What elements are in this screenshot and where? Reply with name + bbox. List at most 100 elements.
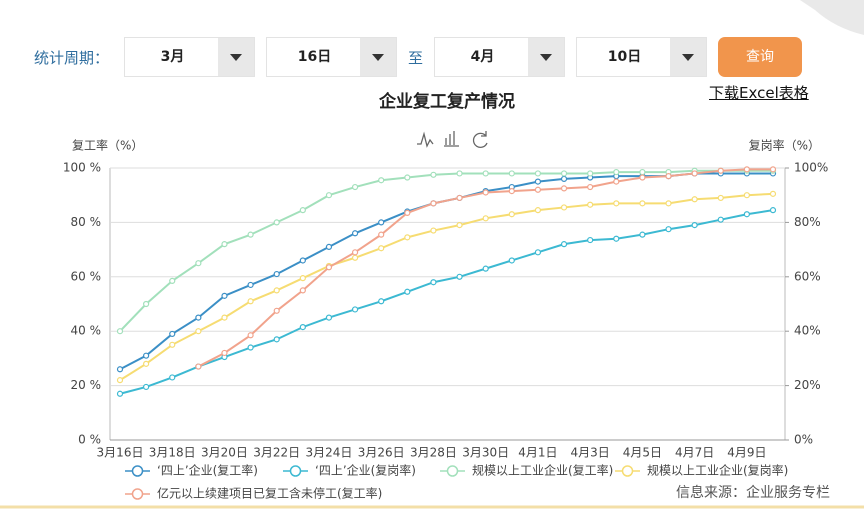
series-line bbox=[119, 192, 774, 382]
bar-icon[interactable] bbox=[444, 131, 459, 147]
y2-tick-label: 20% bbox=[794, 378, 821, 392]
point bbox=[639, 231, 646, 238]
x-tick-label: 4月7日 bbox=[675, 446, 714, 460]
point bbox=[769, 207, 777, 214]
point bbox=[717, 167, 724, 174]
point bbox=[560, 175, 568, 182]
point bbox=[508, 188, 515, 195]
month-from-select[interactable]: 3月 bbox=[124, 37, 255, 77]
point bbox=[299, 257, 306, 264]
point bbox=[613, 200, 620, 207]
point bbox=[351, 249, 359, 256]
series-line bbox=[119, 209, 774, 395]
point bbox=[143, 352, 150, 359]
point bbox=[743, 166, 750, 173]
point bbox=[456, 194, 463, 202]
point bbox=[587, 183, 594, 191]
y-tick-label: 80 % bbox=[71, 215, 102, 229]
y2-tick-label: 0% bbox=[794, 433, 813, 447]
legend-label[interactable]: 规模以上工业企业(复岗率) bbox=[647, 463, 788, 478]
period-label: 统计周期： bbox=[34, 49, 110, 67]
point bbox=[325, 264, 333, 271]
download-link[interactable]: 下载Excel表格 bbox=[709, 84, 809, 102]
point bbox=[404, 174, 411, 181]
point bbox=[482, 189, 489, 196]
point bbox=[456, 273, 463, 280]
select-value: 16日 bbox=[297, 49, 332, 65]
source: 信息来源：企业服务专栏 bbox=[676, 484, 830, 501]
y-tick-label: 100 % bbox=[63, 161, 101, 175]
month-to-select[interactable]: 4月 bbox=[434, 37, 565, 77]
restore-icon[interactable] bbox=[472, 131, 488, 148]
point bbox=[456, 222, 463, 229]
select-value: 4月 bbox=[470, 49, 495, 65]
legend-marker bbox=[289, 465, 302, 477]
x-tick-label: 4月5日 bbox=[623, 446, 662, 460]
point bbox=[247, 281, 254, 289]
point bbox=[691, 196, 698, 203]
day-to-select[interactable]: 10日 bbox=[576, 37, 707, 77]
point bbox=[769, 166, 777, 173]
point bbox=[587, 201, 594, 208]
point bbox=[143, 300, 150, 308]
point bbox=[482, 265, 489, 272]
point bbox=[351, 306, 359, 313]
point bbox=[534, 186, 542, 193]
point bbox=[299, 275, 306, 282]
point bbox=[221, 349, 228, 357]
point bbox=[665, 200, 672, 207]
point bbox=[430, 171, 437, 178]
point bbox=[560, 185, 568, 192]
legend-label[interactable]: ‘四上’企业(复岗率) bbox=[315, 463, 416, 478]
legend-label[interactable]: ‘四上’企业(复工率) bbox=[157, 463, 258, 478]
point bbox=[534, 207, 542, 214]
dropdown-arrow bbox=[218, 38, 254, 76]
point bbox=[299, 324, 306, 331]
point bbox=[743, 192, 750, 199]
point bbox=[482, 170, 489, 177]
legend-label[interactable]: 亿元以上续建项目已复工含未停工(复工率) bbox=[157, 486, 382, 501]
point bbox=[273, 307, 280, 314]
point bbox=[560, 170, 568, 177]
point bbox=[116, 328, 124, 335]
y-tick-label: 40 % bbox=[71, 324, 102, 338]
point bbox=[482, 215, 489, 222]
point bbox=[613, 235, 620, 242]
point bbox=[351, 183, 359, 191]
y-axis-label: 复工率（%） bbox=[72, 138, 143, 153]
point bbox=[169, 341, 176, 348]
point bbox=[273, 270, 280, 278]
point bbox=[143, 383, 150, 391]
point bbox=[247, 332, 254, 339]
point bbox=[665, 173, 672, 180]
chart-title: 企业复工复产情况 bbox=[378, 91, 515, 112]
y2-tick-label: 100% bbox=[794, 161, 828, 175]
x-tick-label: 3月22日 bbox=[253, 446, 300, 460]
point bbox=[351, 230, 359, 237]
point bbox=[534, 249, 542, 256]
query-button[interactable]: 查询 bbox=[718, 37, 802, 77]
y-tick-label: 20 % bbox=[71, 378, 102, 392]
point bbox=[691, 222, 698, 229]
toolbox bbox=[417, 131, 488, 148]
legend-label[interactable]: 规模以上工业企业(复工率) bbox=[472, 463, 613, 478]
x-tick-label: 4月3日 bbox=[571, 446, 610, 460]
point bbox=[430, 200, 437, 207]
point bbox=[169, 374, 176, 381]
point bbox=[325, 243, 333, 250]
point bbox=[169, 277, 176, 284]
point bbox=[560, 204, 568, 211]
point bbox=[299, 207, 306, 214]
point bbox=[221, 241, 228, 248]
x-tick-label: 3月16日 bbox=[97, 446, 144, 460]
day-from-select[interactable]: 16日 bbox=[266, 37, 397, 77]
point bbox=[116, 390, 124, 397]
y2-axis-label: 复岗率（%） bbox=[749, 138, 820, 153]
line-icon[interactable] bbox=[417, 131, 434, 148]
point bbox=[378, 219, 385, 226]
point bbox=[743, 211, 750, 218]
point bbox=[195, 328, 202, 335]
point bbox=[665, 226, 672, 233]
